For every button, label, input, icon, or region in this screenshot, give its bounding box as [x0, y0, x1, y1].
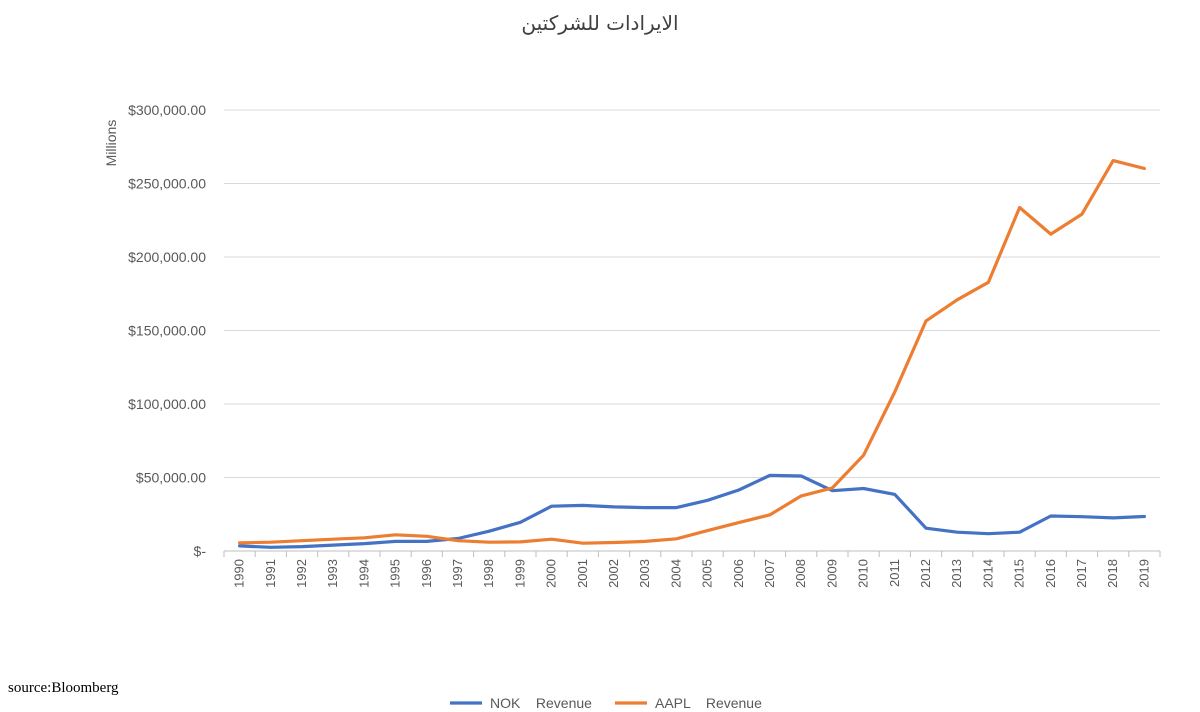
x-tick-label: 2005 [700, 559, 715, 588]
legend: NOK Revenue AAPL Revenue [450, 695, 762, 711]
x-tick-label: 2015 [1012, 559, 1027, 588]
y-tick-label: $250,000.00 [128, 176, 206, 192]
x-axis: 1990 1991 1992 1993 1994 1995 1996 1997 1998 1999… [223, 550, 1161, 588]
x-tick-label: 2016 [1043, 559, 1058, 588]
x-tick-label: 1999 [512, 559, 527, 588]
gridlines [224, 109, 1160, 478]
legend-label: AAPL Revenue [655, 695, 762, 711]
x-tick-label: 1994 [356, 559, 371, 588]
y-tick-label: $200,000.00 [128, 249, 206, 265]
x-tick-label: 1991 [263, 559, 278, 588]
x-tick-label: 1995 [388, 559, 403, 588]
series-aapl [238, 159, 1147, 545]
x-tick-label: 2006 [731, 559, 746, 588]
x-tick-label: 2001 [575, 559, 590, 588]
y-axis-label: Millions [103, 120, 119, 167]
source-note: source:Bloomberg [8, 680, 119, 696]
series-nok [238, 473, 1147, 549]
x-tick-label: 1993 [325, 559, 340, 588]
y-tick-label: $- [194, 543, 207, 559]
x-tick-label: 1992 [294, 559, 309, 588]
x-tick-label: 2012 [918, 559, 933, 588]
series-line [238, 159, 1147, 545]
x-tick-label: 2007 [762, 559, 777, 588]
x-tick-label: 2014 [980, 559, 995, 588]
y-tick-label: $50,000.00 [136, 470, 206, 486]
series-lines [238, 159, 1147, 549]
x-tick-label: 2011 [887, 559, 902, 587]
x-tick-label: 2000 [544, 559, 559, 588]
y-tick-label: $100,000.00 [128, 396, 206, 412]
x-tick-label: 1996 [419, 559, 434, 588]
x-tick-label: 2009 [824, 559, 839, 588]
x-tick-label: 2010 [856, 559, 871, 588]
legend-label: NOK Revenue [490, 695, 592, 711]
x-tick-label: 2004 [668, 559, 683, 588]
x-tick-label: 2018 [1105, 559, 1120, 588]
x-tick-label: 2017 [1074, 559, 1089, 588]
x-tick-label: 2002 [606, 559, 621, 588]
x-tick-label: 1997 [450, 559, 465, 588]
x-tick-label: 1998 [481, 559, 496, 588]
x-tick-label: 2008 [793, 559, 808, 588]
y-tick-label: $300,000.00 [128, 102, 206, 118]
x-tick-label: 2013 [949, 559, 964, 588]
chart-title: الايرادات للشركتين [521, 11, 678, 35]
x-tick-label: 1990 [232, 559, 247, 588]
y-tick-label: $150,000.00 [128, 323, 206, 339]
series-line [238, 473, 1147, 549]
x-tick-label: 2003 [637, 559, 652, 588]
y-axis-ticks: $- $50,000.00 $100,000.00 $150,000.00 $200,0… [128, 102, 206, 559]
x-tick-label: 2019 [1136, 559, 1151, 588]
